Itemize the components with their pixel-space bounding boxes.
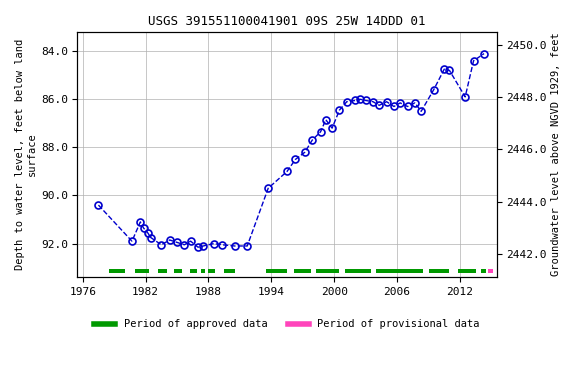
- Y-axis label: Depth to water level, feet below land
surface: Depth to water level, feet below land su…: [15, 39, 37, 270]
- Bar: [429, 269, 449, 273]
- Bar: [481, 269, 486, 273]
- Bar: [294, 269, 311, 273]
- Title: USGS 391551100041901 09S 25W 14DDD 01: USGS 391551100041901 09S 25W 14DDD 01: [148, 15, 426, 28]
- Bar: [135, 269, 149, 273]
- Bar: [201, 269, 205, 273]
- Bar: [488, 269, 494, 273]
- Bar: [174, 269, 182, 273]
- Legend: Period of approved data, Period of provisional data: Period of approved data, Period of provi…: [90, 315, 484, 333]
- Bar: [344, 269, 371, 273]
- Bar: [224, 269, 234, 273]
- Bar: [109, 269, 124, 273]
- Bar: [266, 269, 287, 273]
- Bar: [376, 269, 423, 273]
- Y-axis label: Groundwater level above NGVD 1929, feet: Groundwater level above NGVD 1929, feet: [551, 33, 561, 276]
- Bar: [316, 269, 339, 273]
- Bar: [458, 269, 476, 273]
- Bar: [158, 269, 166, 273]
- Bar: [190, 269, 197, 273]
- Bar: [209, 269, 215, 273]
